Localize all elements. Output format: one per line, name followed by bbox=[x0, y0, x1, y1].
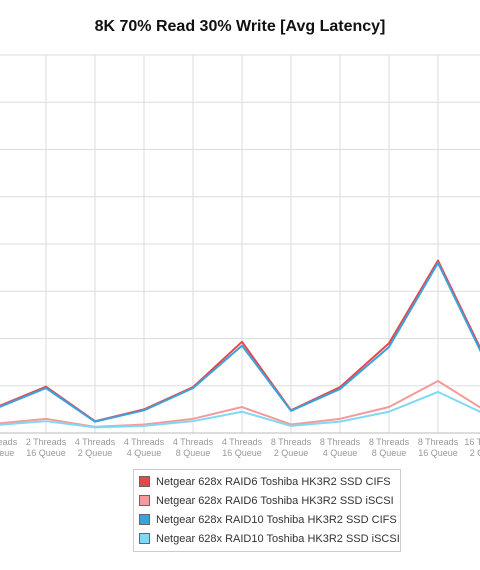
x-tick-label: 4 Queue bbox=[127, 448, 162, 458]
legend-swatch bbox=[139, 476, 150, 487]
x-tick-label: 4 Threads bbox=[222, 437, 263, 447]
legend-swatch bbox=[139, 495, 150, 506]
x-tick-label: 8 Queue bbox=[176, 448, 211, 458]
series-line bbox=[0, 261, 480, 423]
legend-label: Netgear 628x RAID10 Toshiba HK3R2 SSD iS… bbox=[156, 532, 400, 545]
x-tick-label: 2 Queue bbox=[274, 448, 309, 458]
x-tick-label: 16 Threads bbox=[464, 437, 480, 447]
x-tick-label: 1 Queue bbox=[0, 448, 14, 458]
legend-item[interactable]: Netgear 628x RAID6 Toshiba HK3R2 SSD iSC… bbox=[134, 491, 400, 510]
legend-item[interactable]: Netgear 628x RAID10 Toshiba HK3R2 SSD CI… bbox=[134, 510, 400, 529]
x-tick-label: 2 Threads bbox=[26, 437, 67, 447]
grid bbox=[0, 54, 480, 434]
x-tick-label: 4 Threads bbox=[173, 437, 214, 447]
legend-item[interactable]: Netgear 628x RAID10 Toshiba HK3R2 SSD iS… bbox=[134, 529, 400, 548]
chart-title: 8K 70% Read 30% Write [Avg Latency] bbox=[94, 18, 386, 35]
x-tick-label: 8 Queue bbox=[372, 448, 407, 458]
x-tick-label: 2 Queue bbox=[470, 448, 480, 458]
x-tick-label: 16 Queue bbox=[26, 448, 66, 458]
x-tick-label: 8 Threads bbox=[271, 437, 312, 447]
legend-swatch bbox=[139, 514, 150, 525]
legend-label: Netgear 628x RAID6 Toshiba HK3R2 SSD iSC… bbox=[156, 494, 394, 507]
x-tick-label: 4 Threads bbox=[75, 437, 116, 447]
x-tick-label: 4 Queue bbox=[323, 448, 358, 458]
legend: Netgear 628x RAID6 Toshiba HK3R2 SSD CIF… bbox=[133, 469, 401, 552]
legend-swatch bbox=[139, 533, 150, 544]
x-tick-label: 8 Threads bbox=[418, 437, 459, 447]
x-tick-label: 16 Queue bbox=[418, 448, 458, 458]
series-line bbox=[0, 390, 480, 429]
legend-label: Netgear 628x RAID6 Toshiba HK3R2 SSD CIF… bbox=[156, 475, 391, 488]
x-tick-label: 8 Threads bbox=[320, 437, 361, 447]
x-tick-label: 2 Queue bbox=[78, 448, 113, 458]
x-tick-label: 1 Threads bbox=[0, 437, 18, 447]
series-lines bbox=[0, 259, 480, 429]
legend-item[interactable]: Netgear 628x RAID6 Toshiba HK3R2 SSD CIF… bbox=[134, 472, 400, 491]
x-tick-label: 4 Threads bbox=[124, 437, 165, 447]
legend-label: Netgear 628x RAID10 Toshiba HK3R2 SSD CI… bbox=[156, 513, 397, 526]
x-tick-label: 8 Threads bbox=[369, 437, 410, 447]
x-tick-label: 16 Queue bbox=[222, 448, 262, 458]
series-line bbox=[0, 380, 480, 428]
